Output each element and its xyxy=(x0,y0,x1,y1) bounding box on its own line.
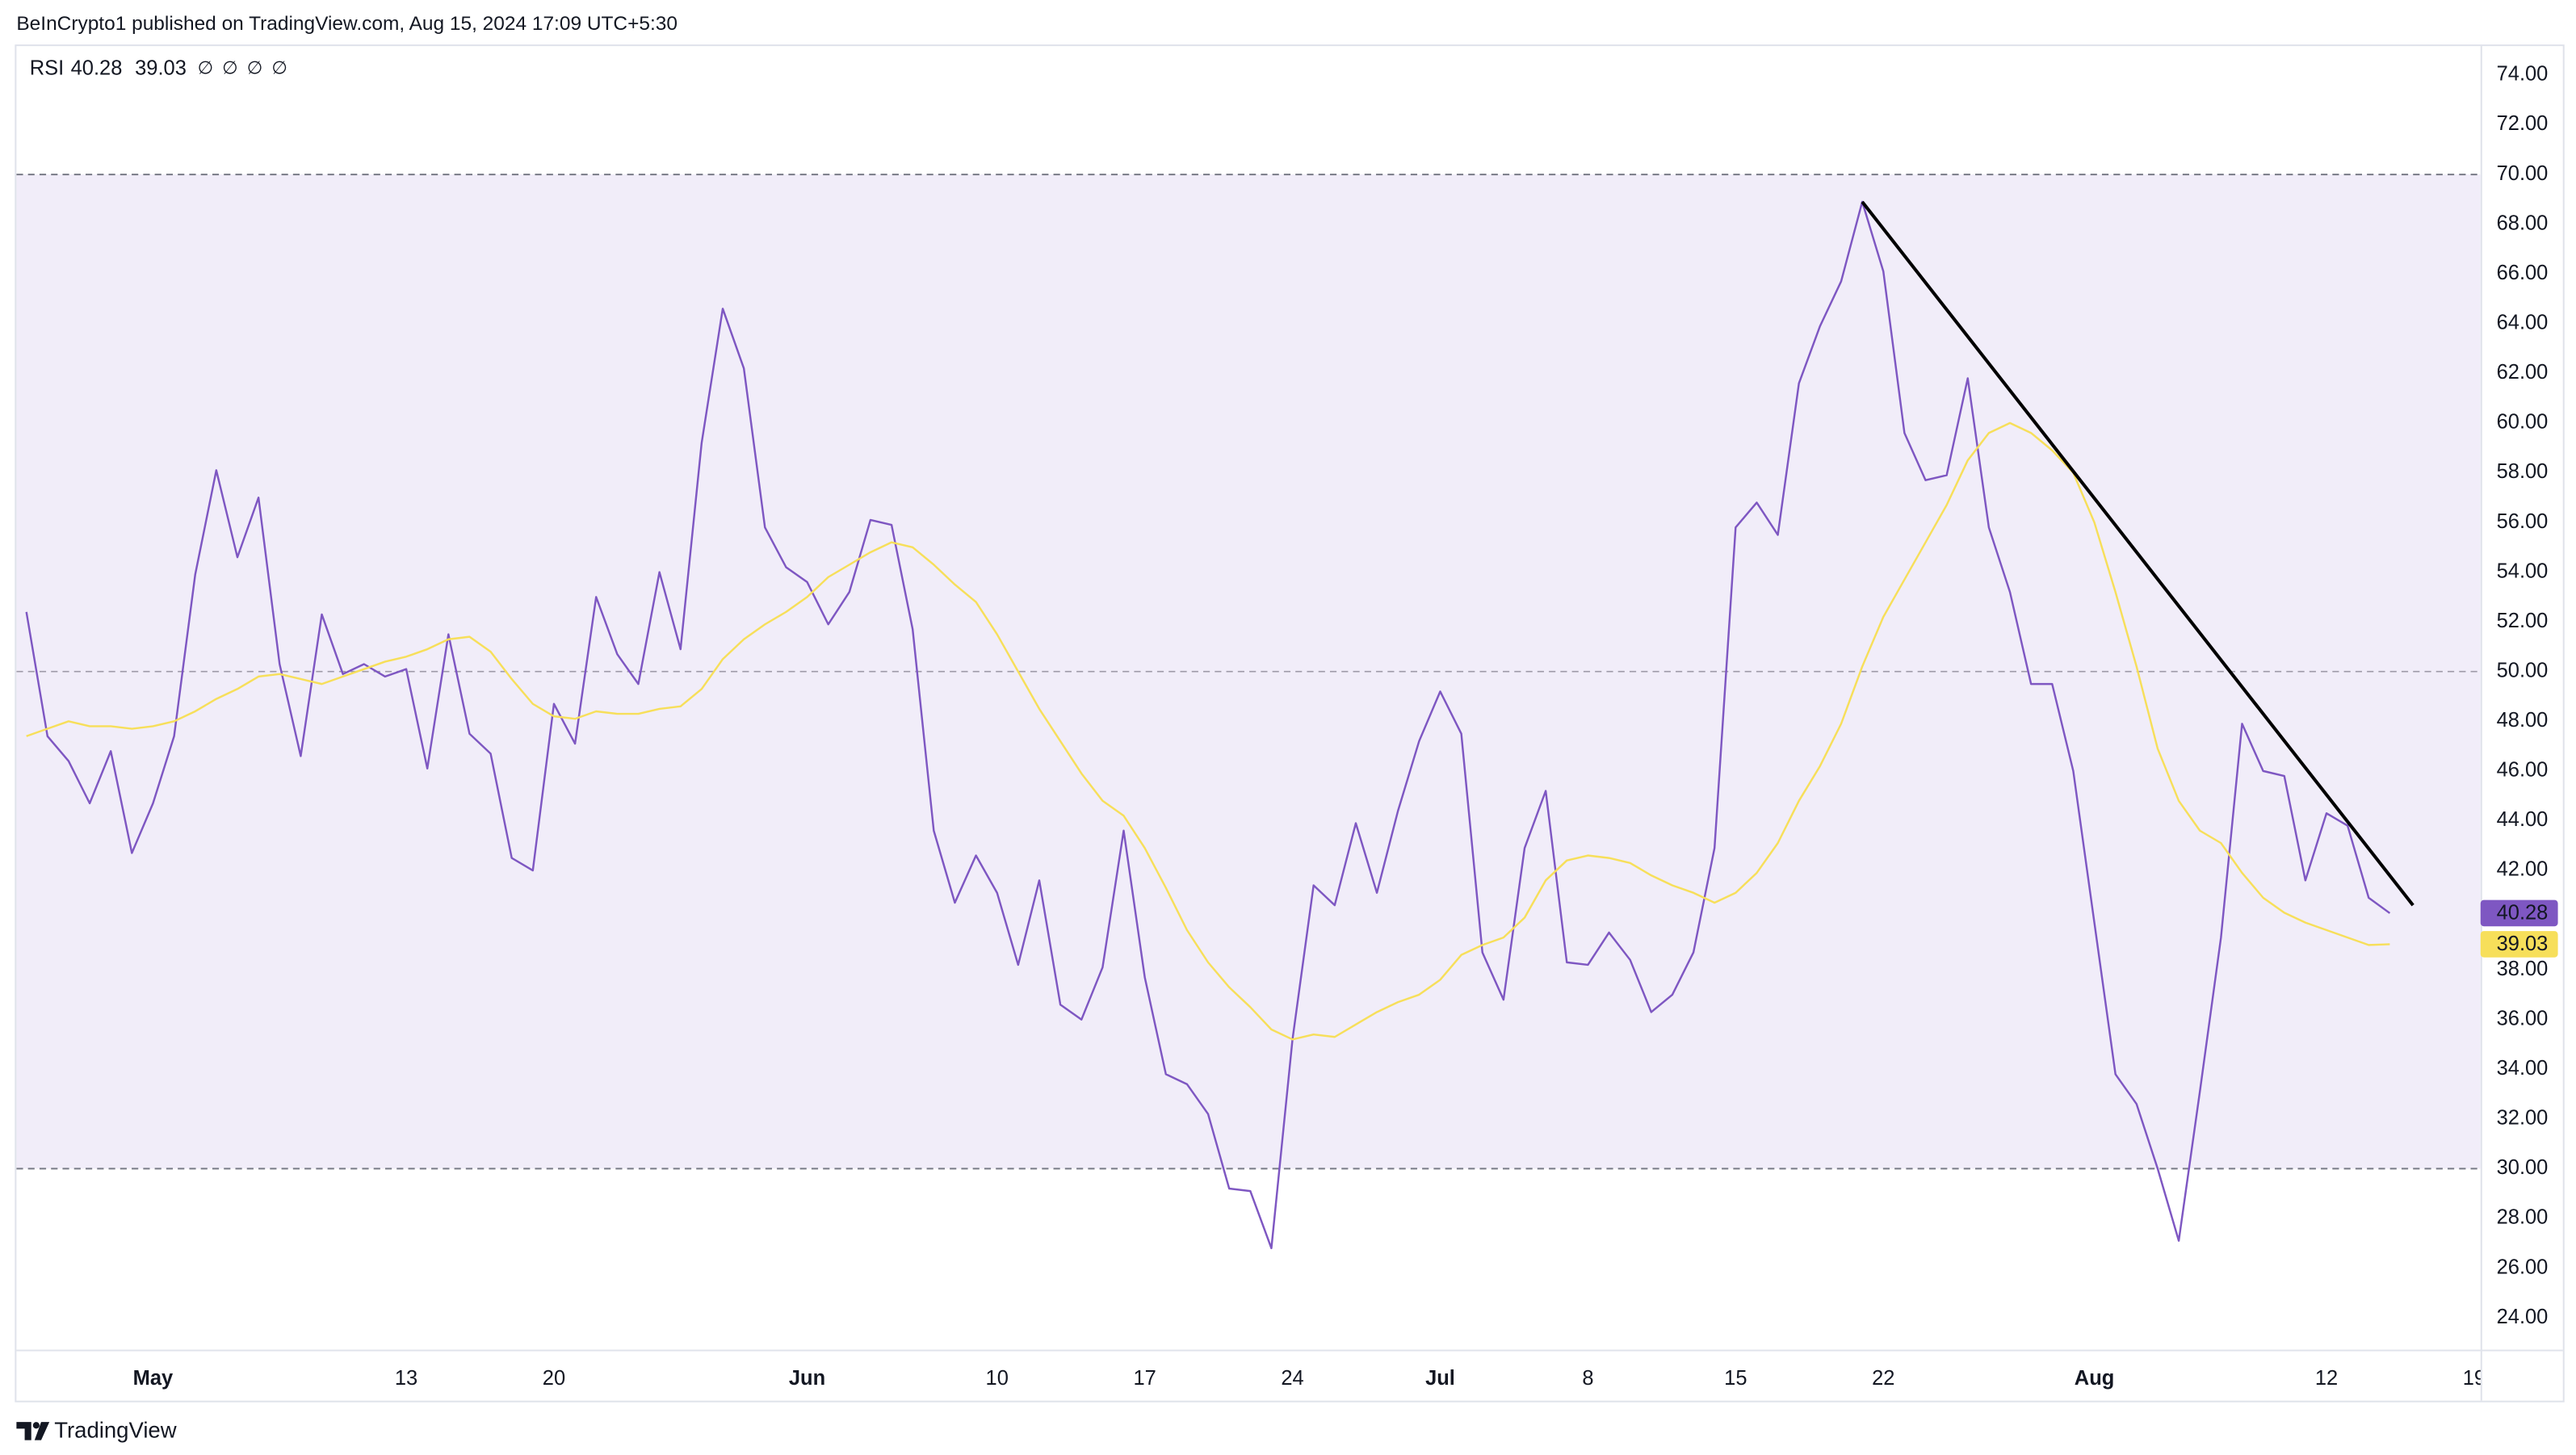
y-tick-label: 66.00 xyxy=(2497,262,2549,284)
y-tick-label: 62.00 xyxy=(2497,361,2549,384)
legend-icon[interactable]: ∅ xyxy=(247,58,263,78)
legend-icon[interactable]: ∅ xyxy=(271,58,287,78)
last-value-label: 40.28 xyxy=(2497,902,2549,925)
footer-text: TradingView xyxy=(54,1418,176,1443)
trendline xyxy=(1861,200,2414,907)
price-axis: 24.00 26.00 28.00 30.00 32.00 34.00 36.00 38.00… xyxy=(2480,63,2558,1328)
legend: RSI 40.28 39.03 ∅ ∅ ∅ ∅ xyxy=(30,57,287,79)
x-tick-label: Jul xyxy=(1425,1367,1455,1390)
legend-icon[interactable]: ∅ xyxy=(222,58,238,78)
y-tick-label: 64.00 xyxy=(2497,312,2549,334)
y-tick-label: 26.00 xyxy=(2497,1256,2549,1278)
footer-logo[interactable]: TradingView xyxy=(16,1418,177,1443)
y-tick-label: 74.00 xyxy=(2497,63,2549,86)
plot-area xyxy=(16,174,2481,1250)
y-tick-label: 68.00 xyxy=(2497,212,2549,234)
y-tick-label: 36.00 xyxy=(2497,1007,2549,1029)
x-tick-label: 15 xyxy=(1724,1367,1747,1390)
y-tick-label: 30.00 xyxy=(2497,1156,2549,1179)
x-tick-label: 12 xyxy=(2315,1367,2338,1390)
y-tick-label: 54.00 xyxy=(2497,560,2549,582)
chart-frame xyxy=(15,44,2565,1403)
last-value-label: 39.03 xyxy=(2497,933,2549,955)
x-tick-label: 10 xyxy=(986,1367,1009,1390)
logo-mark xyxy=(34,1422,50,1440)
y-tick-label: 34.00 xyxy=(2497,1057,2549,1080)
y-tick-label: 48.00 xyxy=(2497,709,2549,732)
y-tick-label: 46.00 xyxy=(2497,759,2549,782)
legend-icon[interactable]: ∅ xyxy=(198,58,214,78)
logo-mark xyxy=(16,1422,31,1440)
legend-value: 40.28 xyxy=(71,57,123,79)
x-tick-label: 13 xyxy=(395,1367,417,1390)
header: BeInCrypto1 published on TradingView.com… xyxy=(16,13,678,35)
y-tick-label: 44.00 xyxy=(2497,808,2549,831)
rsi-ma-line xyxy=(26,421,2390,1041)
y-tick-label: 50.00 xyxy=(2497,659,2549,681)
x-tick-label: May xyxy=(133,1367,174,1390)
legend-value: 39.03 xyxy=(135,57,187,79)
x-tick-label: 20 xyxy=(543,1367,565,1390)
time-axis: May 13 20 Jun 10 17 24 Jul 8 15 22 Aug 12 19 xyxy=(133,1367,2486,1390)
y-tick-label: 56.00 xyxy=(2497,510,2549,533)
y-tick-label: 28.00 xyxy=(2497,1206,2549,1229)
last-value-tag xyxy=(2480,931,2558,958)
y-tick-label: 24.00 xyxy=(2497,1306,2549,1328)
x-tick-label: 22 xyxy=(1872,1367,1894,1390)
y-tick-label: 58.00 xyxy=(2497,460,2549,483)
x-tick-label: 19 xyxy=(2463,1367,2486,1390)
y-tick-label: 32.00 xyxy=(2497,1107,2549,1130)
x-tick-label: Aug xyxy=(2075,1367,2115,1390)
y-tick-label: 42.00 xyxy=(2497,858,2549,881)
y-tick-label: 72.00 xyxy=(2497,112,2549,135)
legend-title: RSI xyxy=(30,57,64,79)
x-tick-label: 8 xyxy=(1582,1367,1593,1390)
x-tick-label: 24 xyxy=(1281,1367,1303,1390)
last-value-tag xyxy=(2480,899,2558,927)
x-tick-label: Jun xyxy=(789,1367,825,1390)
logo-dot xyxy=(32,1422,40,1429)
y-tick-label: 52.00 xyxy=(2497,610,2549,632)
y-tick-label: 70.00 xyxy=(2497,162,2549,185)
y-tick-label: 60.00 xyxy=(2497,411,2549,434)
x-tick-label: 17 xyxy=(1133,1367,1156,1390)
y-tick-label: 38.00 xyxy=(2497,958,2549,980)
rsi-line xyxy=(25,200,2391,1250)
